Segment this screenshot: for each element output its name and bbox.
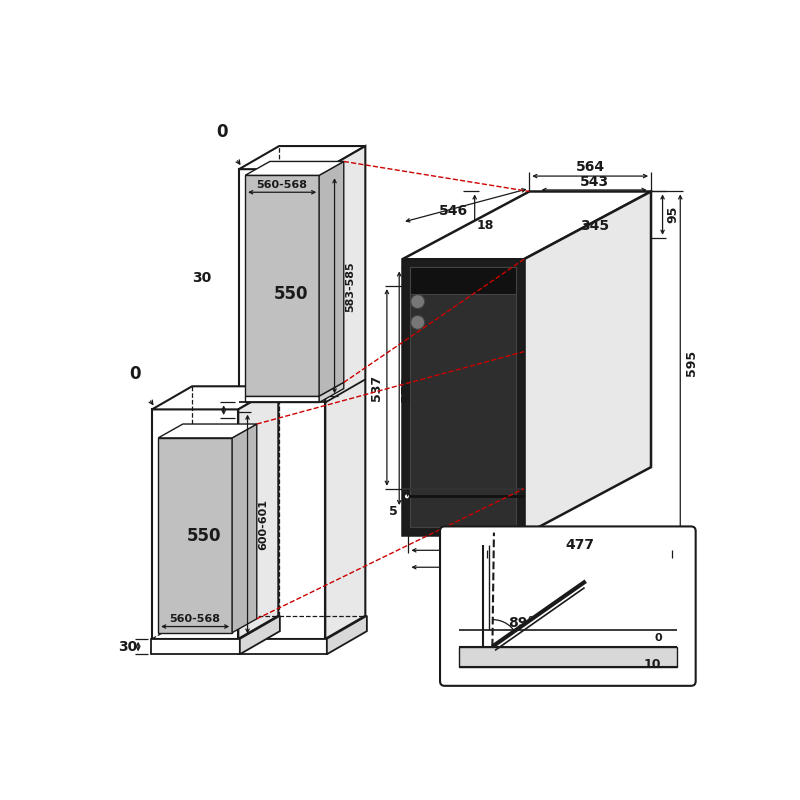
Text: 537: 537 <box>370 374 383 401</box>
Text: 595: 595 <box>685 350 698 376</box>
Polygon shape <box>232 424 257 633</box>
Text: 0: 0 <box>130 365 141 383</box>
Text: 560-568: 560-568 <box>257 180 308 190</box>
Text: 595: 595 <box>454 553 484 566</box>
Text: 0: 0 <box>654 633 662 643</box>
Polygon shape <box>240 616 280 654</box>
Text: 600-601: 600-601 <box>258 498 268 550</box>
Text: 560-568: 560-568 <box>170 614 221 624</box>
Text: 30: 30 <box>193 271 212 286</box>
Polygon shape <box>239 146 366 169</box>
Text: 89°: 89° <box>509 617 535 630</box>
Text: 20: 20 <box>461 570 478 582</box>
Polygon shape <box>152 386 278 410</box>
Polygon shape <box>246 396 319 402</box>
Polygon shape <box>402 259 524 535</box>
Text: 564: 564 <box>576 160 605 174</box>
Polygon shape <box>152 410 238 639</box>
Polygon shape <box>458 646 677 667</box>
Polygon shape <box>319 162 344 396</box>
Polygon shape <box>238 639 327 654</box>
Polygon shape <box>239 169 326 639</box>
Text: 583-585: 583-585 <box>345 261 355 311</box>
Circle shape <box>410 294 425 309</box>
Polygon shape <box>402 191 651 259</box>
Text: 550: 550 <box>274 285 309 303</box>
Polygon shape <box>327 616 367 654</box>
Text: 0: 0 <box>216 123 228 141</box>
FancyBboxPatch shape <box>440 526 696 686</box>
Polygon shape <box>410 267 516 294</box>
Polygon shape <box>319 382 344 402</box>
Polygon shape <box>524 191 651 535</box>
Text: 5: 5 <box>389 506 398 518</box>
Polygon shape <box>238 386 278 639</box>
Text: 477: 477 <box>565 538 594 552</box>
Text: 30: 30 <box>118 639 137 654</box>
Circle shape <box>404 494 410 499</box>
Polygon shape <box>326 146 366 639</box>
Polygon shape <box>158 438 232 633</box>
Text: 95: 95 <box>667 206 680 223</box>
Text: 543: 543 <box>579 175 609 190</box>
Text: 550: 550 <box>187 526 222 545</box>
Text: 345: 345 <box>580 219 610 233</box>
Circle shape <box>410 315 425 330</box>
Text: 546: 546 <box>439 204 469 218</box>
Polygon shape <box>158 424 257 438</box>
Text: 18: 18 <box>477 219 494 232</box>
Text: 10: 10 <box>644 658 662 670</box>
Polygon shape <box>150 639 240 654</box>
Polygon shape <box>410 267 516 527</box>
Text: 572: 572 <box>401 375 414 402</box>
Polygon shape <box>246 162 344 175</box>
Polygon shape <box>246 175 319 396</box>
